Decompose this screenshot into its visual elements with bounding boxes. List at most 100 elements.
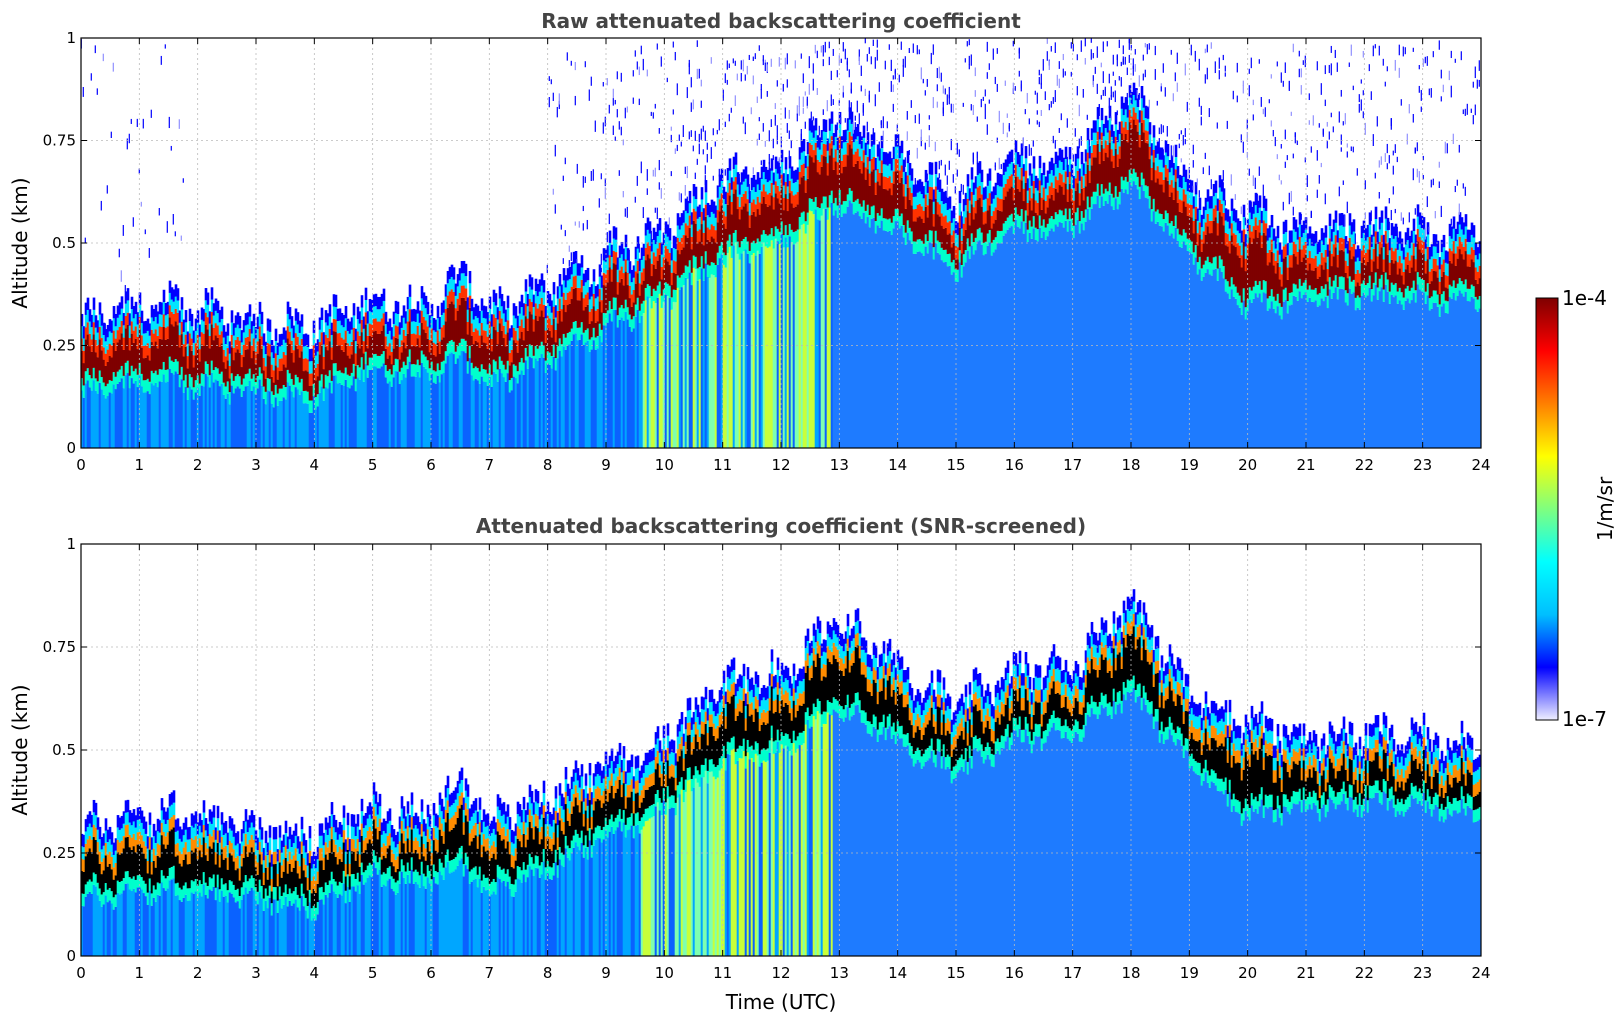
heatmap-column — [168, 794, 172, 956]
heatmap-column — [980, 684, 984, 956]
heatmap-column — [570, 776, 574, 956]
heatmap-column — [280, 840, 284, 956]
x-tick-label: 9 — [601, 456, 611, 474]
heatmap-column — [426, 804, 430, 956]
heatmap-column — [892, 652, 896, 956]
heatmap-column — [1156, 100, 1160, 448]
heatmap-column — [562, 797, 566, 956]
heatmap-column — [1228, 699, 1232, 956]
heatmap-column — [980, 98, 984, 448]
heatmap-column — [808, 56, 812, 448]
heatmap-column — [94, 45, 98, 448]
heatmap-column — [1318, 123, 1322, 448]
heatmap-column — [104, 818, 108, 956]
heatmap-column — [780, 662, 784, 956]
heatmap-column — [400, 796, 404, 956]
heatmap-column — [342, 314, 346, 448]
heatmap-column — [760, 83, 764, 448]
heatmap-column — [1392, 739, 1396, 956]
heatmap-column — [432, 318, 436, 448]
heatmap-column — [368, 298, 372, 448]
heatmap-column — [1180, 130, 1184, 448]
heatmap-column — [1108, 73, 1112, 448]
heatmap-column — [1384, 715, 1388, 956]
y-tick-label: 0.75 — [43, 132, 76, 150]
heatmap-column — [86, 297, 90, 448]
heatmap-column — [326, 313, 330, 448]
heatmap-column — [81, 833, 84, 956]
heatmap-column — [224, 821, 228, 956]
heatmap-column — [610, 244, 614, 448]
heatmap-column — [974, 667, 978, 956]
heatmap-column — [688, 697, 692, 956]
heatmap-column — [172, 790, 176, 956]
heatmap-column — [462, 260, 466, 448]
heatmap-column — [1166, 661, 1170, 956]
heatmap-column — [1388, 728, 1392, 956]
heatmap-column — [1026, 92, 1030, 448]
heatmap-column — [452, 267, 456, 448]
heatmap-column — [892, 75, 896, 448]
heatmap-column — [1218, 57, 1222, 448]
heatmap-column — [1018, 47, 1022, 448]
x-tick-label: 22 — [1355, 964, 1374, 982]
heatmap-column — [116, 815, 120, 956]
heatmap-column — [918, 49, 922, 448]
heatmap-column — [750, 107, 754, 448]
x-tick-label: 2 — [193, 964, 203, 982]
y-axis-ticks-raw: 0 0.25 0.5 0.75 1 — [43, 29, 1481, 457]
grid-raw — [81, 38, 1481, 448]
heatmap-column — [416, 816, 420, 956]
heatmap-column — [200, 307, 204, 448]
heatmap-column — [1326, 121, 1330, 448]
heatmap-column — [464, 778, 468, 956]
x-tick-label: 16 — [1005, 964, 1024, 982]
heatmap-column — [528, 784, 532, 956]
heatmap-column — [1084, 38, 1088, 448]
heatmap-column — [1358, 94, 1362, 448]
heatmap-column — [1000, 677, 1004, 956]
heatmap-column — [1116, 54, 1120, 448]
heatmap-column — [794, 680, 798, 956]
heatmap-column — [1436, 735, 1440, 956]
heatmap-column — [1378, 731, 1382, 956]
heatmap-column — [754, 671, 758, 956]
heatmap-column — [1366, 748, 1370, 956]
heatmap-column — [274, 826, 278, 956]
heatmap-column — [968, 39, 972, 448]
heatmap-column — [148, 812, 152, 956]
heatmap-column — [852, 121, 856, 448]
heatmap-column — [324, 310, 328, 448]
colorbar-unit-label: 1/m/sr — [1593, 476, 1617, 541]
heatmap-column — [1058, 61, 1062, 448]
heatmap-column — [1098, 104, 1102, 448]
heatmap-column — [984, 89, 988, 448]
heatmap-column — [1128, 38, 1132, 448]
heatmap-column — [388, 318, 392, 448]
heatmap-column — [102, 833, 106, 956]
heatmap-column — [924, 90, 928, 448]
heatmap-column — [1316, 61, 1320, 448]
heatmap-column — [684, 166, 688, 448]
heatmap-column — [1046, 38, 1050, 448]
heatmap-column — [228, 816, 232, 956]
x-tick-label: 3 — [251, 964, 261, 982]
heatmap-column — [422, 819, 426, 956]
heatmap-column — [1062, 669, 1066, 956]
heatmap-column — [338, 822, 342, 956]
heatmap-column — [418, 310, 422, 448]
heatmap-column — [302, 833, 306, 956]
heatmap-column — [698, 68, 702, 448]
heatmap-column — [164, 44, 168, 448]
heatmap-column — [1204, 48, 1208, 448]
heatmap-column — [708, 204, 712, 448]
heatmap-column — [1380, 156, 1384, 448]
heatmap-column — [1414, 147, 1418, 448]
heatmap-column — [646, 69, 650, 448]
heatmap-column — [1356, 168, 1360, 448]
heatmap-column — [1280, 754, 1284, 956]
heatmap-column — [308, 349, 312, 448]
y-tick-label: 0.75 — [43, 638, 76, 656]
heatmap-column — [792, 170, 796, 448]
heatmap-column — [722, 670, 726, 956]
